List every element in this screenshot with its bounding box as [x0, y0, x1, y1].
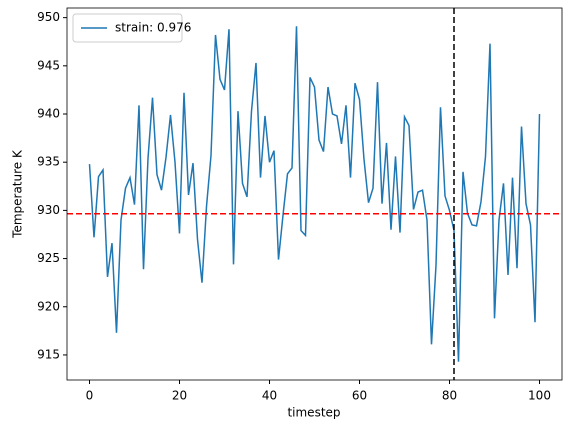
x-tick-label: 80 [442, 389, 457, 403]
y-tick-label: 945 [37, 58, 60, 72]
plot-frame [66, 7, 563, 381]
x-tick-label: 40 [262, 389, 277, 403]
data-line [88, 26, 541, 362]
legend-box [72, 13, 183, 43]
y-tick-label: 930 [37, 203, 60, 217]
x-tick-label: 60 [352, 389, 367, 403]
y-tick-label: 940 [37, 107, 60, 121]
x-axis-label: timestep [287, 406, 340, 420]
y-tick-label: 920 [37, 299, 60, 313]
legend-label: strain: 0.976 [115, 21, 191, 35]
y-tick-label: 925 [37, 251, 60, 265]
y-tick-label: 950 [37, 10, 60, 24]
y-axis-label: Temperature K [11, 149, 25, 239]
x-tick-label: 100 [528, 389, 551, 403]
y-tick-label: 915 [37, 347, 60, 361]
y-tick-label: 935 [37, 155, 60, 169]
x-tick-label: 0 [86, 389, 94, 403]
x-tick-label: 20 [172, 389, 187, 403]
